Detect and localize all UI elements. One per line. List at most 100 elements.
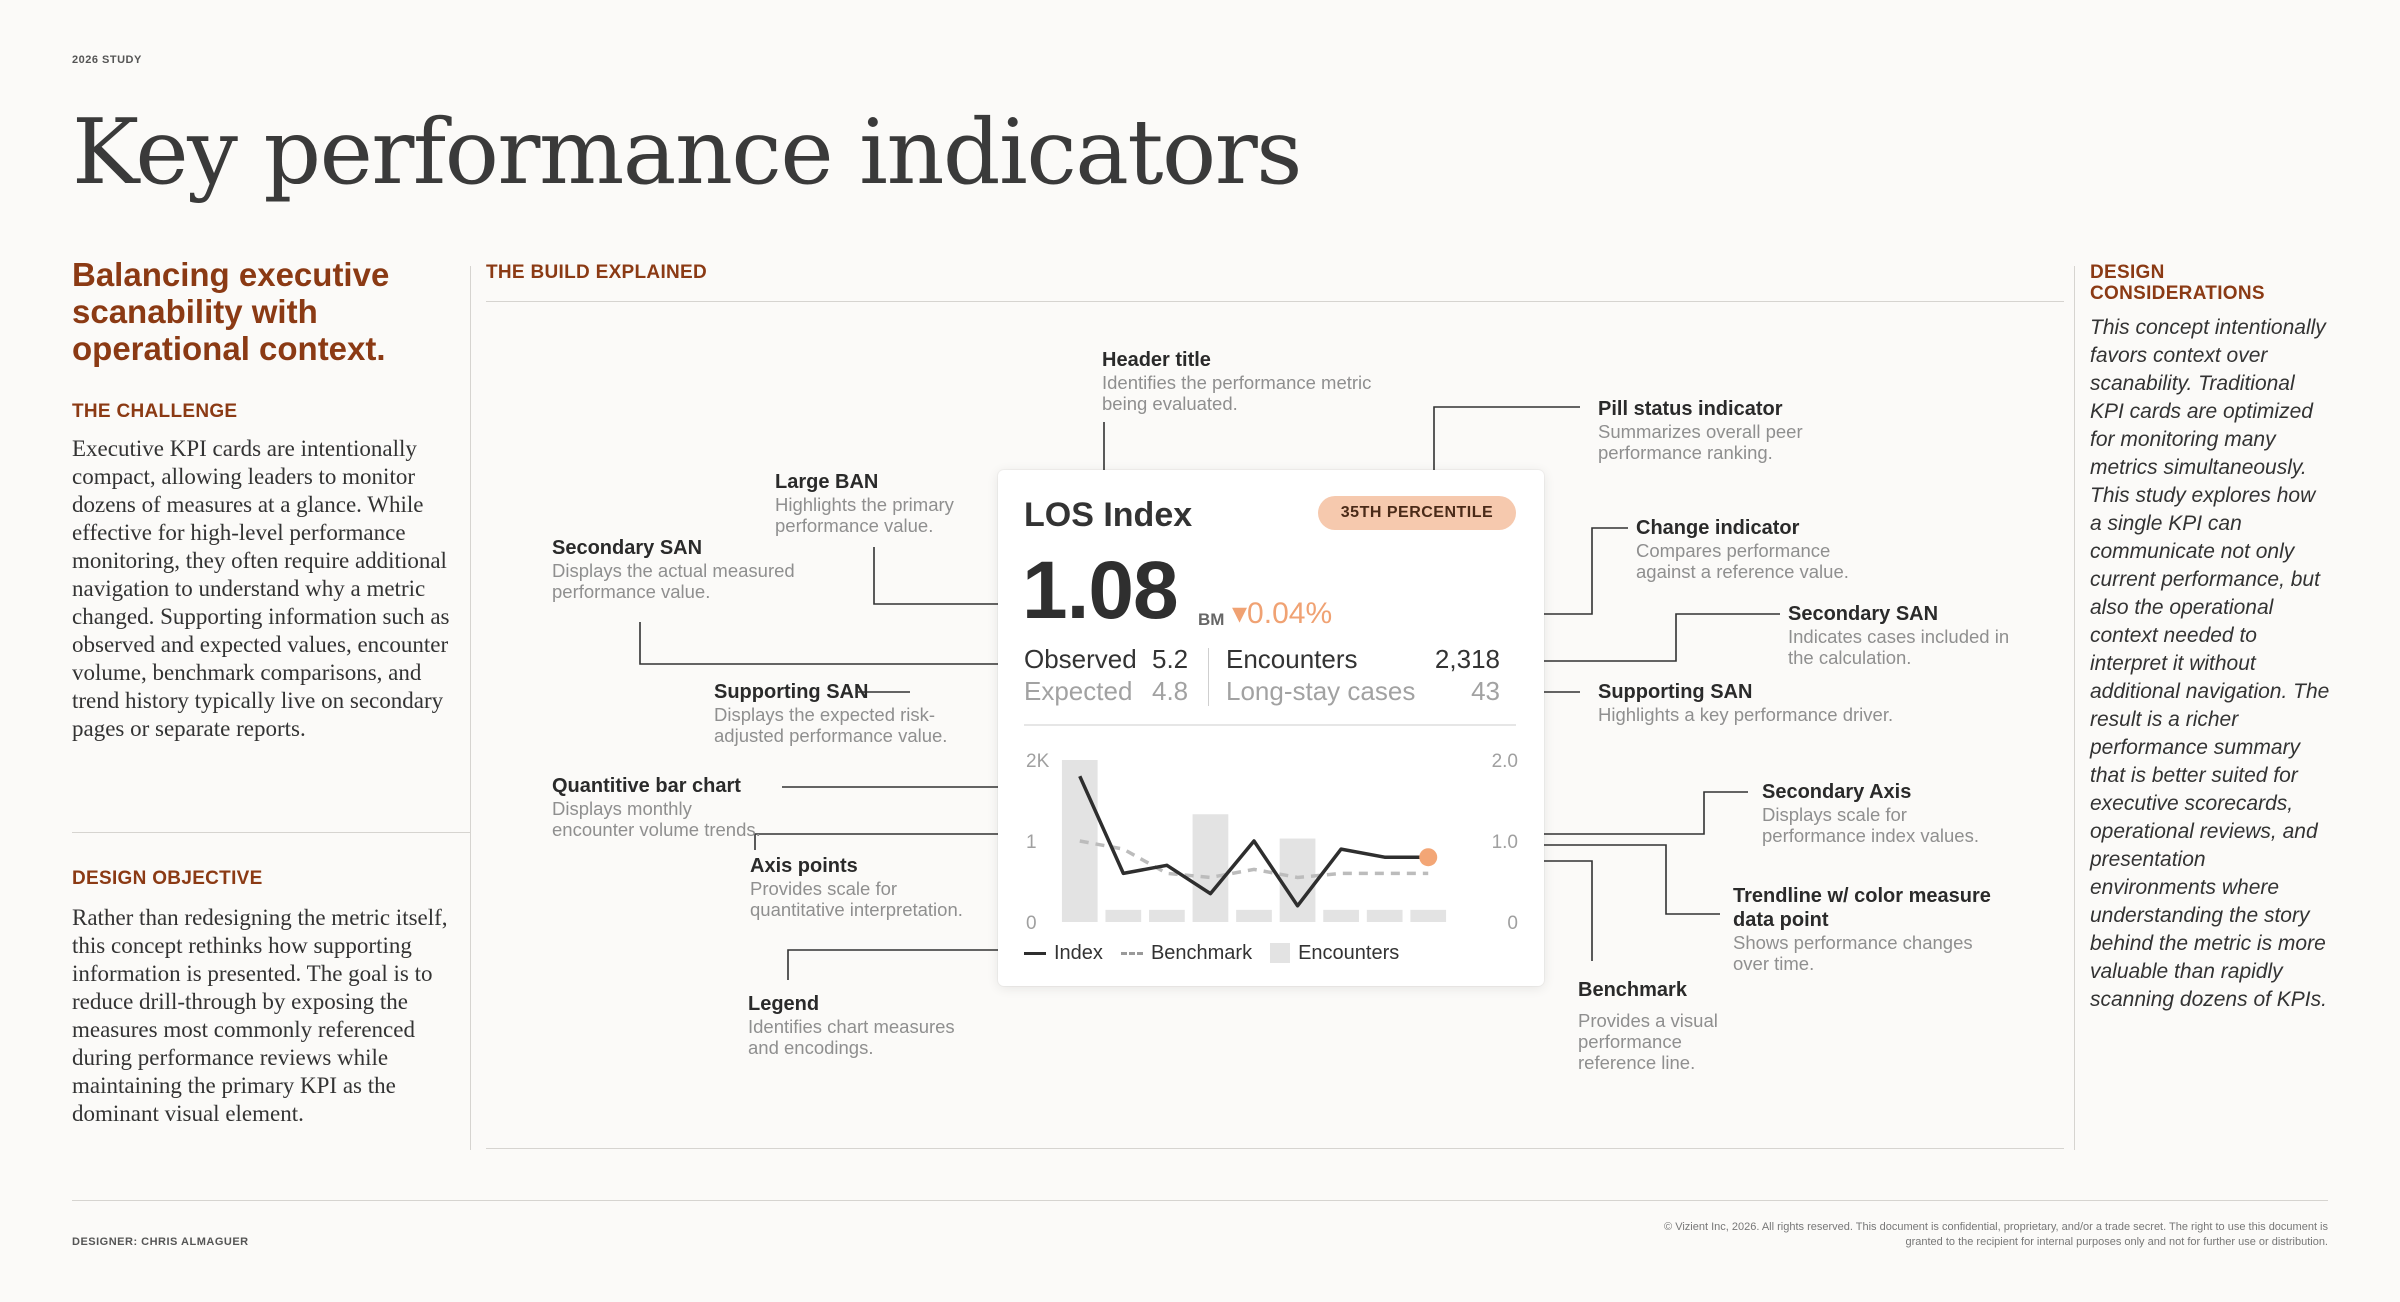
right-axis-tick: 1.0: [1492, 832, 1518, 853]
annotation-desc: Indicates cases included in the calculat…: [1788, 626, 2010, 668]
expected-row: Expected: [1024, 676, 1132, 706]
connector-pill: [1433, 406, 1580, 480]
page-title: Key performance indicators: [72, 100, 1302, 205]
longstay-value: 43: [1471, 676, 1500, 706]
kpi-card[interactable]: LOS Index 35TH PERCENTILE 1.08 BM ▾0.04%…: [998, 470, 1544, 986]
card-title: LOS Index: [1024, 496, 1193, 534]
change-indicator: ▾0.04%: [1232, 597, 1333, 630]
encounter-bar: [1366, 909, 1403, 922]
left-axis-tick: 2K: [1026, 751, 1050, 772]
annotation-title: Trendline w/ color measure data point: [1733, 885, 1991, 931]
annotation-desc: Displays scale for performance index val…: [1762, 804, 1979, 846]
designer-credit: DESIGNER: CHRIS ALMAGUER: [72, 1236, 249, 1248]
large-ban: 1.08: [1022, 545, 1179, 636]
build-top-rule: [486, 301, 2064, 302]
kpi-chart: 2K 1 0 2.0 1.0 0: [1026, 751, 1518, 934]
objective-section: DESIGN OBJECTIVE Rather than redesigning…: [72, 868, 460, 1128]
highlight-data-point: [1419, 848, 1438, 867]
encounter-bar: [1149, 909, 1185, 922]
annotation-title: Secondary SAN: [552, 537, 703, 559]
annotation-secondary-san-right: Secondary SAN Indicates cases included i…: [1788, 602, 2018, 668]
annotation-desc: Identifies the performance metric being …: [1102, 372, 1372, 414]
longstay-label: Long-stay cases: [1226, 676, 1416, 706]
annotation-desc: Displays the actual measured performance…: [552, 560, 795, 602]
annotation-desc: Highlights the primary performance value…: [775, 494, 954, 536]
annotation-title: Pill status indicator: [1598, 398, 1783, 420]
expected-label: Expected: [1024, 676, 1133, 706]
legend-item-benchmark: Benchmark: [1120, 942, 1252, 965]
right-axis-tick: 0: [1507, 913, 1518, 934]
index-trendline: [1078, 775, 1429, 908]
observed-value: 5.2: [1152, 644, 1189, 674]
annotation-change-indicator: Change indicator Compares performance ag…: [1636, 516, 1876, 582]
encounter-bar: [1236, 909, 1272, 922]
annotation-supporting-san-right: Supporting SAN Highlights a key performa…: [1598, 680, 1938, 725]
left-divider: [72, 832, 470, 833]
annotation-desc: Summarizes overall peer performance rank…: [1598, 421, 1803, 463]
percentile-pill: 35TH PERCENTILE: [1318, 496, 1516, 530]
observed-row: Observed: [1024, 644, 1137, 674]
headline: Balancing executive scanability with ope…: [72, 256, 390, 367]
annotation-pill-status: Pill status indicator Summarizes overall…: [1598, 397, 1848, 463]
san-divider: [1208, 648, 1209, 706]
connector-secondary-san-left: [639, 622, 1010, 665]
annotation-desc: Displays monthly encounter volume trends…: [552, 798, 761, 840]
annotation-title: Large BAN: [775, 471, 879, 493]
observed-label: Observed: [1024, 644, 1137, 674]
encounter-bar: [1105, 909, 1142, 922]
column-divider-right: [2074, 266, 2075, 1150]
annotation-title: Supporting SAN: [1598, 681, 1753, 703]
expected-value-wrap: 4.8: [1152, 676, 1188, 706]
annotation-title: Supporting SAN: [714, 681, 869, 703]
annotation-title: Change indicator: [1636, 517, 1800, 539]
considerations-heading: DESIGN CONSIDERATIONS: [2090, 262, 2265, 304]
column-divider-left: [470, 266, 471, 1150]
connector-legend: [787, 949, 1010, 980]
annotation-trendline: Trendline w/ color measure data point Sh…: [1733, 884, 1993, 974]
annotation-desc: Compares performance against a reference…: [1636, 540, 1849, 582]
left-axis-tick: 0: [1026, 913, 1037, 934]
annotation-title: Axis points: [750, 855, 858, 877]
encounters-value: 2,318: [1434, 644, 1500, 674]
longstay-value-wrap: 43: [1471, 676, 1500, 706]
left-axis-tick: 1: [1026, 832, 1037, 853]
annotation-title: Legend: [748, 993, 820, 1015]
legend-swatch-encounters: [1270, 943, 1291, 963]
connector-trendline: [1538, 844, 1720, 915]
annotation-desc: Identifies chart measures and encodings.: [748, 1016, 955, 1058]
annotation-bar-chart: Quantitive bar chart Displays monthly en…: [552, 774, 762, 840]
legend-item-encounters: Encounters: [1270, 942, 1399, 965]
observed-value-wrap: 5.2: [1152, 644, 1188, 674]
right-column: DESIGN CONSIDERATIONS This concept inten…: [2090, 262, 2330, 1014]
annotation-secondary-san-left: Secondary SAN Displays the actual measur…: [552, 536, 822, 602]
encounters-label: Encounters: [1226, 644, 1358, 674]
legend-label-encounters: Encounters: [1298, 941, 1400, 964]
annotation-title: Benchmark: [1578, 979, 1687, 1001]
encounter-bar: [1061, 760, 1098, 922]
connector-axis-points: [754, 833, 1038, 850]
challenge-body: Executive KPI cards are intentionally co…: [72, 436, 450, 741]
annotation-title: Secondary SAN: [1788, 603, 1939, 625]
build-heading: THE BUILD EXPLAINED: [486, 262, 708, 283]
annotation-benchmark: Benchmark Provides a visual performance …: [1578, 978, 1748, 1073]
chart-legend: Index Benchmark Encounters: [1024, 938, 1399, 968]
right-axis-tick: 2.0: [1492, 751, 1518, 772]
annotation-title: Header title: [1102, 349, 1211, 371]
legend-label-index: Index: [1054, 941, 1103, 964]
benchmark-line: [1079, 839, 1429, 880]
annotation-secondary-axis: Secondary Axis Displays scale for perfor…: [1762, 780, 2002, 846]
annotation-desc: Shows performance changes over time.: [1733, 932, 1973, 974]
encounter-bar: [1192, 814, 1229, 922]
objective-heading: DESIGN OBJECTIVE: [72, 868, 263, 889]
encounter-bar: [1323, 909, 1359, 922]
encounters-value-wrap: 2,318: [1435, 644, 1500, 674]
annotation-title: Quantitive bar chart: [552, 775, 741, 797]
connector-secondary-axis: [1538, 791, 1748, 835]
connector-secondary-san-right: [1518, 613, 1780, 662]
footer-rule: [72, 1200, 2328, 1201]
annotation-supporting-san-left: Supporting SAN Displays the expected ris…: [714, 680, 964, 746]
annotation-desc: Provides scale for quantitative interpre…: [750, 878, 963, 920]
card-divider: [1024, 724, 1516, 726]
annotation-legend: Legend Identifies chart measures and enc…: [748, 992, 988, 1058]
